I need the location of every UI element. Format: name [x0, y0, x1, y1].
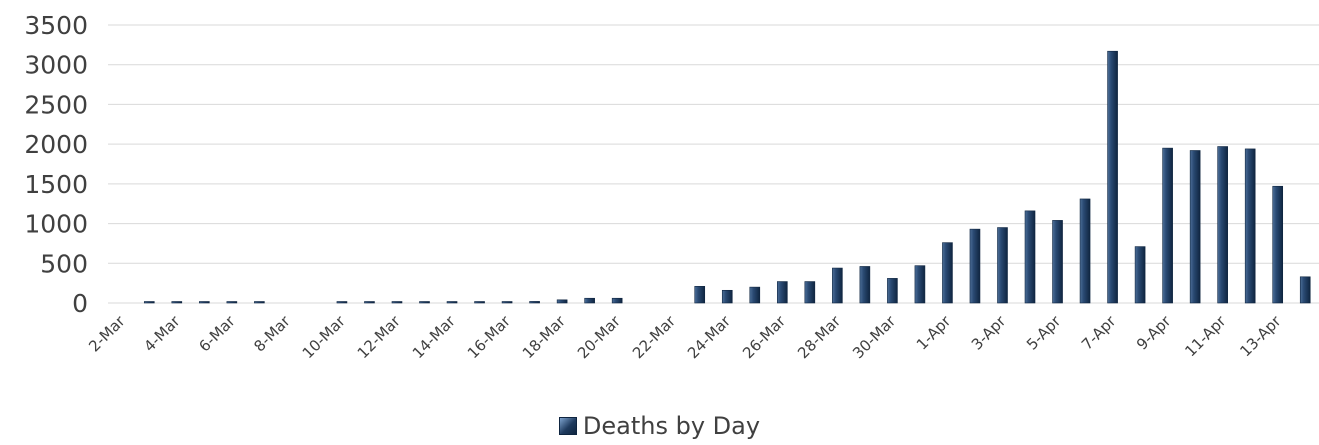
bar	[254, 301, 265, 304]
legend: Deaths by Day	[0, 412, 1319, 440]
bar	[1079, 198, 1091, 304]
bar	[1244, 148, 1256, 304]
y-tick-label: 1000	[24, 210, 88, 239]
x-tick-label: 4-Mar	[140, 312, 184, 356]
y-tick-label: 2500	[24, 90, 88, 119]
bar	[997, 227, 1008, 304]
bar	[529, 301, 540, 304]
x-tick-label: 1-Apr	[913, 312, 955, 354]
bar	[1052, 220, 1063, 304]
bar	[1272, 185, 1284, 304]
y-tick-label: 3500	[24, 11, 88, 40]
bar	[1189, 150, 1201, 304]
bar	[859, 266, 871, 304]
legend-label: Deaths by Day	[582, 412, 761, 440]
bar	[887, 278, 898, 304]
bar	[942, 242, 953, 304]
x-tick-label: 6-Mar	[195, 312, 239, 356]
bar	[446, 301, 458, 304]
legend-swatch	[558, 417, 577, 435]
x-tick-label: 18-Mar	[519, 312, 570, 363]
x-tick-label: 26-Mar	[739, 312, 790, 363]
bar	[832, 267, 843, 304]
bar	[721, 289, 733, 304]
y-tick-label: 0	[72, 289, 88, 318]
y-axis-ticks: 0 500 1000 1500 2000 2500 3000 3500	[24, 11, 88, 318]
x-tick-label: 8-Mar	[250, 312, 294, 356]
y-tick-label: 2000	[24, 130, 88, 159]
bar	[914, 265, 926, 304]
bar	[391, 301, 403, 304]
x-tick-label: 2-Mar	[85, 312, 129, 356]
bars	[143, 50, 1311, 304]
bar	[749, 286, 761, 304]
x-tick-label: 14-Mar	[409, 312, 460, 363]
y-tick-label: 3000	[24, 51, 88, 80]
bar	[611, 297, 623, 304]
bar	[804, 281, 816, 304]
bar	[199, 301, 210, 304]
x-tick-label: 13-Apr	[1236, 312, 1285, 361]
x-tick-label: 11-Apr	[1181, 312, 1230, 361]
bar	[1024, 210, 1036, 304]
x-tick-label: 22-Mar	[629, 312, 680, 363]
bar	[694, 286, 706, 304]
y-tick-label: 1500	[24, 170, 88, 199]
x-tick-label: 24-Mar	[684, 312, 735, 363]
x-tick-label: 16-Mar	[464, 312, 515, 363]
bar	[1107, 50, 1118, 304]
bar	[143, 301, 155, 304]
bar	[969, 228, 981, 304]
bar	[419, 301, 430, 304]
x-tick-label: 9-Apr	[1133, 312, 1175, 354]
bar	[474, 301, 485, 304]
x-tick-label: 7-Apr	[1078, 312, 1120, 354]
x-tick-label: 10-Mar	[299, 312, 350, 363]
bar	[1134, 246, 1146, 304]
x-tick-label: 3-Apr	[968, 312, 1010, 354]
bar	[501, 301, 513, 304]
y-tick-label: 500	[40, 249, 88, 278]
x-axis-ticks: 2-Mar 4-Mar 6-Mar 8-Mar 10-Mar 12-Mar 14-Mar 16…	[85, 312, 1285, 363]
x-tick-label: 28-Mar	[794, 312, 845, 363]
bar	[364, 301, 375, 304]
bar	[336, 301, 348, 304]
x-tick-label: 12-Mar	[354, 312, 405, 363]
bar	[1299, 276, 1311, 304]
bar	[777, 281, 788, 304]
bar	[1162, 147, 1173, 304]
x-tick-label: 20-Mar	[574, 312, 625, 363]
bar	[171, 301, 183, 304]
gridlines	[108, 24, 1319, 304]
x-tick-label: 30-Mar	[849, 312, 900, 363]
bar	[556, 299, 568, 304]
bar	[584, 297, 595, 304]
bar	[226, 301, 238, 304]
x-tick-label: 5-Apr	[1023, 312, 1065, 354]
bar	[1217, 146, 1228, 304]
